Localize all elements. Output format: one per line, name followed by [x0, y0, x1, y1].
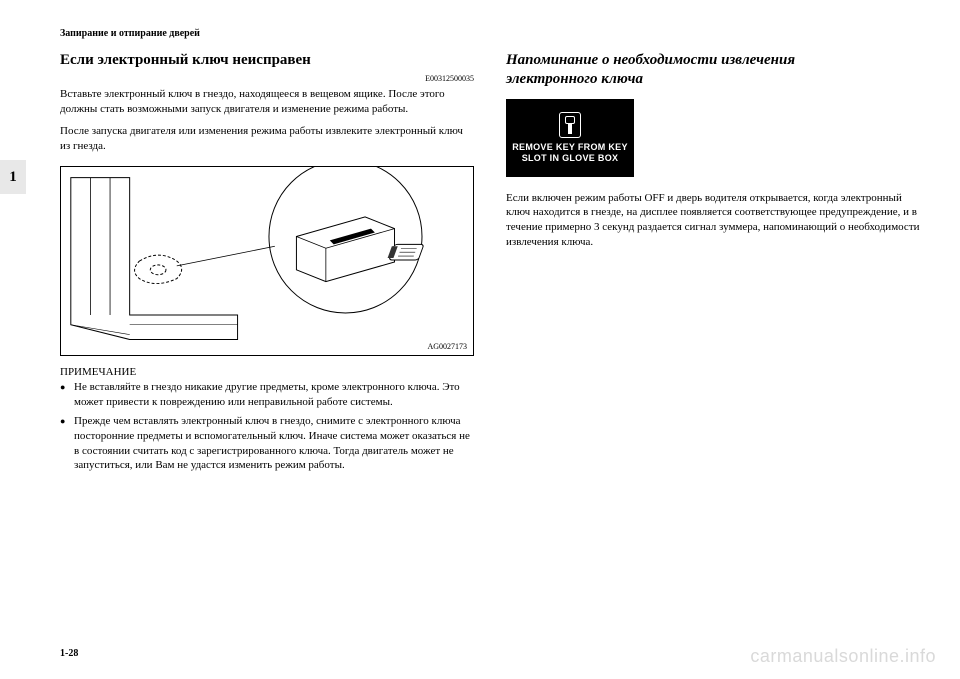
figure-caption: AG0027173 [427, 342, 467, 351]
page-header: Запирание и отпирание дверей [60, 28, 920, 39]
note-item: Прежде чем вставлять электронный ключ в … [74, 414, 474, 473]
right-column: Напоминание о необходимости извлечения э… [506, 51, 920, 648]
left-column: Если электронный ключ неисправен E003125… [60, 51, 474, 648]
right-paragraph: Если включен режим работы OFF и дверь во… [506, 191, 920, 250]
note-list: Не вставляйте в гнездо никакие другие пр… [60, 380, 474, 477]
display-message: REMOVE KEY FROM KEY SLOT IN GLOVE BOX [512, 142, 628, 163]
glovebox-figure: AG0027173 [60, 166, 474, 356]
content-columns: Если электронный ключ неисправен E003125… [60, 51, 920, 648]
watermark: carmanualsonline.info [750, 646, 936, 667]
note-item: Не вставляйте в гнездо никакие другие пр… [74, 380, 474, 410]
dashboard-display: REMOVE KEY FROM KEY SLOT IN GLOVE BOX [506, 99, 634, 177]
glovebox-illustration [61, 167, 473, 355]
right-title-line2: электронного ключа [506, 71, 643, 87]
reference-code: E00312500035 [60, 74, 474, 83]
left-paragraph-1: Вставьте электронный ключ в гнездо, нахо… [60, 87, 474, 117]
left-section-title: Если электронный ключ неисправен [60, 51, 474, 70]
right-section-title: Напоминание о необходимости извлечения э… [506, 51, 920, 89]
note-heading: ПРИМЕЧАНИЕ [60, 366, 474, 378]
chapter-tab: 1 [0, 160, 26, 194]
display-inner: REMOVE KEY FROM KEY SLOT IN GLOVE BOX [512, 112, 628, 163]
left-paragraph-2: После запуска двигателя или изменения ре… [60, 124, 474, 154]
manual-page: Запирание и отпирание дверей Если электр… [0, 0, 960, 679]
right-title-line1: Напоминание о необходимости извлечения [506, 52, 795, 68]
key-slot-icon [559, 112, 581, 138]
